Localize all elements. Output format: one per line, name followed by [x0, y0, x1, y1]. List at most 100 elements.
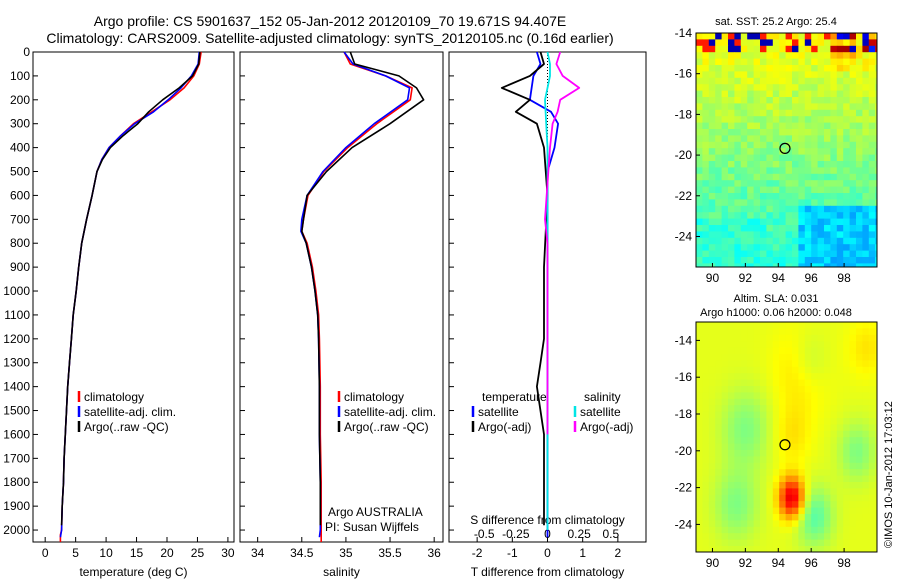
sst-map-cell — [868, 65, 876, 72]
sla-map-cell — [747, 546, 754, 553]
sla-map-cell — [875, 322, 878, 329]
sst-map-cell — [811, 237, 818, 245]
sla-map-cell — [779, 501, 786, 508]
sst-map-cell — [728, 263, 735, 268]
series-line-argo-raw-qc- — [60, 51, 201, 526]
sst-map-cell — [696, 231, 703, 239]
sst-map-cell — [702, 77, 710, 85]
sla-map-cell — [715, 501, 722, 508]
sla-map-cell — [715, 366, 722, 374]
sla-map-cell — [702, 360, 710, 368]
sla-map-cell — [804, 520, 812, 528]
sst-map-cell — [875, 212, 878, 219]
sla-map-cell — [728, 520, 735, 528]
sst-map-cell — [772, 45, 780, 53]
sla-map-cell — [856, 360, 863, 368]
depth-tick-label: 800 — [10, 236, 30, 250]
sla-map-cell — [708, 373, 716, 380]
sst-map-cell — [798, 129, 806, 136]
sst-map-cell — [702, 193, 710, 200]
sla-map-cell — [817, 539, 825, 547]
sla-map-cell — [715, 347, 722, 355]
sla-map-cell — [702, 475, 710, 483]
sst-map-cell — [798, 90, 806, 98]
sst-map-cell — [817, 237, 825, 245]
sst-map-cell — [824, 141, 831, 149]
salinity-legend-label: satellite — [580, 405, 621, 419]
sla-map-cell — [753, 398, 761, 406]
sst-map-cell — [849, 237, 857, 245]
sst-map-cell — [728, 109, 735, 117]
sla-map-cell — [862, 392, 870, 400]
sla-map-cell — [836, 354, 844, 361]
sst-map-cell — [875, 58, 878, 66]
sst-map-cell — [734, 103, 742, 111]
sst-map-cell — [740, 135, 748, 143]
sst-map-cell — [792, 244, 799, 251]
sst-map-cell — [760, 52, 767, 59]
sst-map-cell — [868, 52, 876, 59]
sst-map-cell — [785, 161, 793, 168]
sst-map-cell — [696, 33, 703, 40]
sst-map-cell — [811, 193, 818, 200]
sla-title-line-1: Altim. SLA: 0.031 — [734, 293, 819, 305]
sst-map-cell — [715, 257, 722, 264]
temperature-legend-label: temperature — [482, 390, 547, 404]
sst-map-cell — [734, 129, 742, 136]
sst-map-cell — [824, 167, 831, 175]
sst-map-cell — [830, 231, 838, 239]
sla-map-cell — [740, 450, 748, 457]
sst-map-cell — [811, 65, 818, 72]
sst-map-cell — [740, 225, 748, 232]
sst-map-cell — [766, 33, 774, 40]
sla-map-cell — [740, 482, 748, 489]
sst-map-cell — [856, 263, 863, 268]
sst-map-cell — [760, 205, 767, 213]
sst-map-cell — [785, 39, 793, 47]
sla-map-cell — [824, 379, 831, 387]
sla-map-cell — [830, 520, 838, 528]
sla-map-cell — [804, 424, 812, 432]
sla-map-argo-location-marker — [779, 439, 791, 451]
temperature-x-tick-label: 15 — [130, 546, 144, 560]
difference-x-tick-label: -2 — [472, 546, 483, 560]
sla-map-cell — [792, 424, 799, 432]
sla-map-cell — [811, 328, 818, 336]
sla-map-cell — [862, 360, 870, 368]
sst-map-cell — [862, 244, 870, 251]
sla-map-cell — [811, 469, 818, 476]
sst-map-cell — [804, 263, 812, 268]
sla-map-cell — [772, 494, 780, 502]
sst-map-cell — [779, 97, 786, 104]
sst-map-cell — [696, 250, 703, 258]
sst-map-cell — [830, 58, 838, 66]
sla-map-cell — [721, 437, 729, 444]
sst-map-cell — [702, 39, 710, 47]
sst-map-cell — [849, 257, 857, 264]
sla-map-cell — [779, 469, 786, 476]
sla-map-cell — [715, 437, 722, 444]
sla-map-cell — [760, 386, 767, 393]
sst-map-cell — [811, 263, 818, 268]
sst-map-cell — [849, 167, 857, 175]
sla-map-cell — [843, 379, 850, 387]
sla-map-cell — [836, 482, 844, 489]
sst-map-cell — [817, 84, 825, 91]
sla-map-cell — [747, 386, 754, 393]
sla-map-cell — [747, 354, 754, 361]
sla-map-cell — [817, 469, 825, 476]
sst-map-cell — [747, 257, 754, 264]
sla-map-cell — [766, 526, 774, 534]
sla-map-cell — [708, 418, 716, 425]
sst-map-cell — [766, 90, 774, 98]
sla-map-cell — [715, 405, 722, 412]
sst-map-cell — [804, 218, 812, 226]
sst-map-cell — [868, 84, 876, 91]
sst-map-cell — [760, 250, 767, 258]
sst-map-cell — [766, 205, 774, 213]
sla-map-cell — [721, 418, 729, 425]
sla-map-cell — [843, 437, 850, 444]
sla-map-cell — [772, 501, 780, 508]
sla-map-cell — [760, 482, 767, 489]
sla-map-cell — [817, 501, 825, 508]
